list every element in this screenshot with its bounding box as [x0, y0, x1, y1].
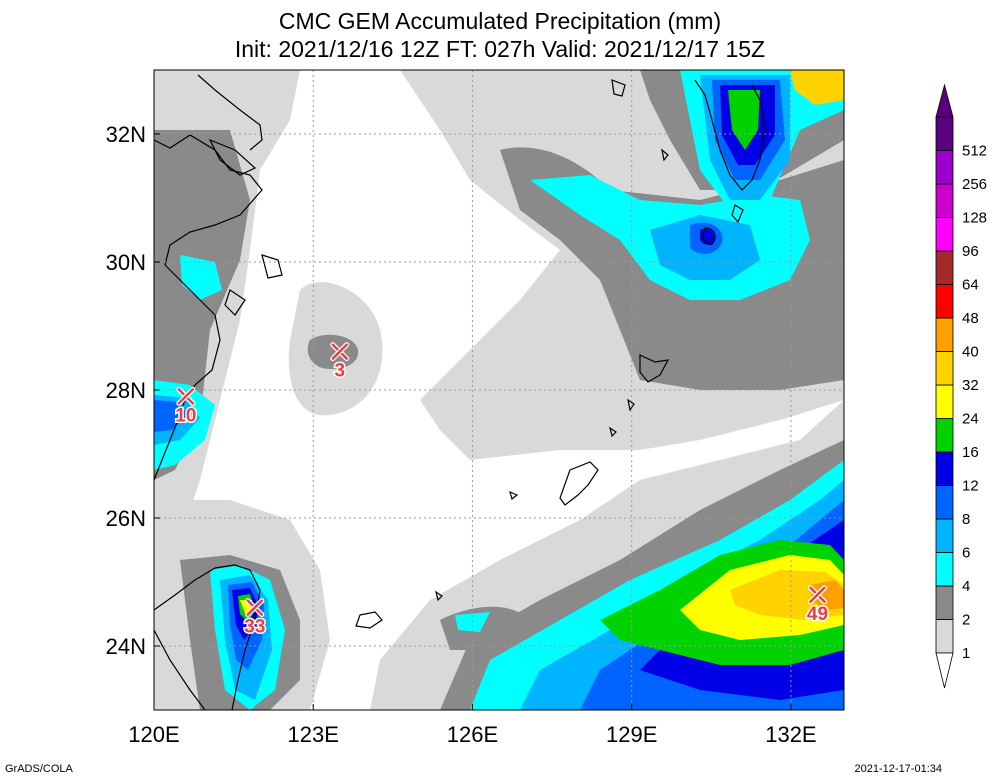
y-tick-label: 32N	[106, 122, 146, 147]
station-marker: 49	[805, 585, 830, 626]
station-marker-value: 10	[175, 405, 196, 426]
legend-swatch	[935, 518, 954, 553]
legend-swatch	[935, 217, 954, 252]
legend-label: 24	[962, 411, 979, 428]
y-tick-label: 30N	[106, 250, 146, 275]
x-tick-label: 126E	[447, 722, 498, 747]
legend-swatch	[935, 351, 954, 386]
footer-timestamp: 2021-12-17-01:34	[854, 763, 942, 775]
legend-swatch	[935, 250, 954, 285]
footer-software: GrADS/COLA	[5, 763, 73, 775]
legend-swatch	[935, 451, 954, 486]
station-marker-value: 3	[334, 361, 345, 382]
grid-lines	[154, 70, 844, 710]
legend-label: 8	[962, 511, 970, 528]
legend-label: 6	[962, 545, 970, 562]
y-axis-ticks: 24N 26N 28N 30N 32N	[106, 122, 160, 659]
legend-swatch	[935, 150, 954, 185]
legend-label: 64	[962, 277, 979, 294]
legend-label: 16	[962, 444, 979, 461]
station-marker-value: 49	[807, 604, 828, 625]
legend-label: 512	[962, 143, 987, 160]
legend-swatch	[935, 585, 954, 620]
y-tick-label: 24N	[106, 634, 146, 659]
legend-label: 32	[962, 377, 979, 394]
x-axis-ticks: 120E 123E 126E 129E 132E	[128, 704, 817, 747]
legend-swatch	[935, 552, 954, 587]
legend-label: 4	[962, 578, 970, 595]
legend-label: 40	[962, 344, 979, 361]
precip-level-40	[810, 580, 844, 610]
legend-swatch	[935, 116, 954, 151]
legend-label: 48	[962, 310, 979, 327]
legend-label: 2	[962, 612, 970, 629]
legend-swatch	[935, 284, 954, 319]
precip-level-32	[730, 70, 844, 620]
legend-label: 1	[962, 645, 970, 662]
legend-swatch	[935, 317, 954, 352]
station-marker: 10	[174, 386, 198, 428]
x-tick-label: 120E	[128, 722, 179, 747]
legend-label: 128	[962, 210, 987, 227]
y-tick-label: 26N	[106, 506, 146, 531]
legend-swatch	[935, 485, 954, 520]
x-tick-label: 129E	[606, 722, 657, 747]
legend-label: 96	[962, 243, 979, 260]
legend-label: 256	[962, 176, 987, 193]
legend-swatch	[935, 183, 954, 218]
legend-top-arrow	[935, 83, 954, 118]
legend-swatch	[935, 619, 954, 654]
map-subtitle: Init: 2021/12/16 12Z FT: 027h Valid: 202…	[234, 36, 766, 62]
legend-swatch	[935, 418, 954, 453]
legend-bottom-arrow	[935, 652, 954, 689]
station-marker-value: 33	[244, 617, 265, 638]
legend-swatch	[935, 384, 954, 419]
legend-label: 12	[962, 478, 979, 495]
map-title: CMC GEM Accumulated Precipitation (mm)	[278, 8, 722, 34]
y-tick-label: 28N	[106, 378, 146, 403]
coastlines	[154, 74, 766, 710]
station-marker: 33	[243, 598, 267, 639]
x-tick-label: 132E	[765, 722, 816, 747]
precipitation-fields	[154, 70, 844, 710]
x-tick-label: 123E	[288, 722, 339, 747]
station-marker: 3	[330, 342, 350, 383]
